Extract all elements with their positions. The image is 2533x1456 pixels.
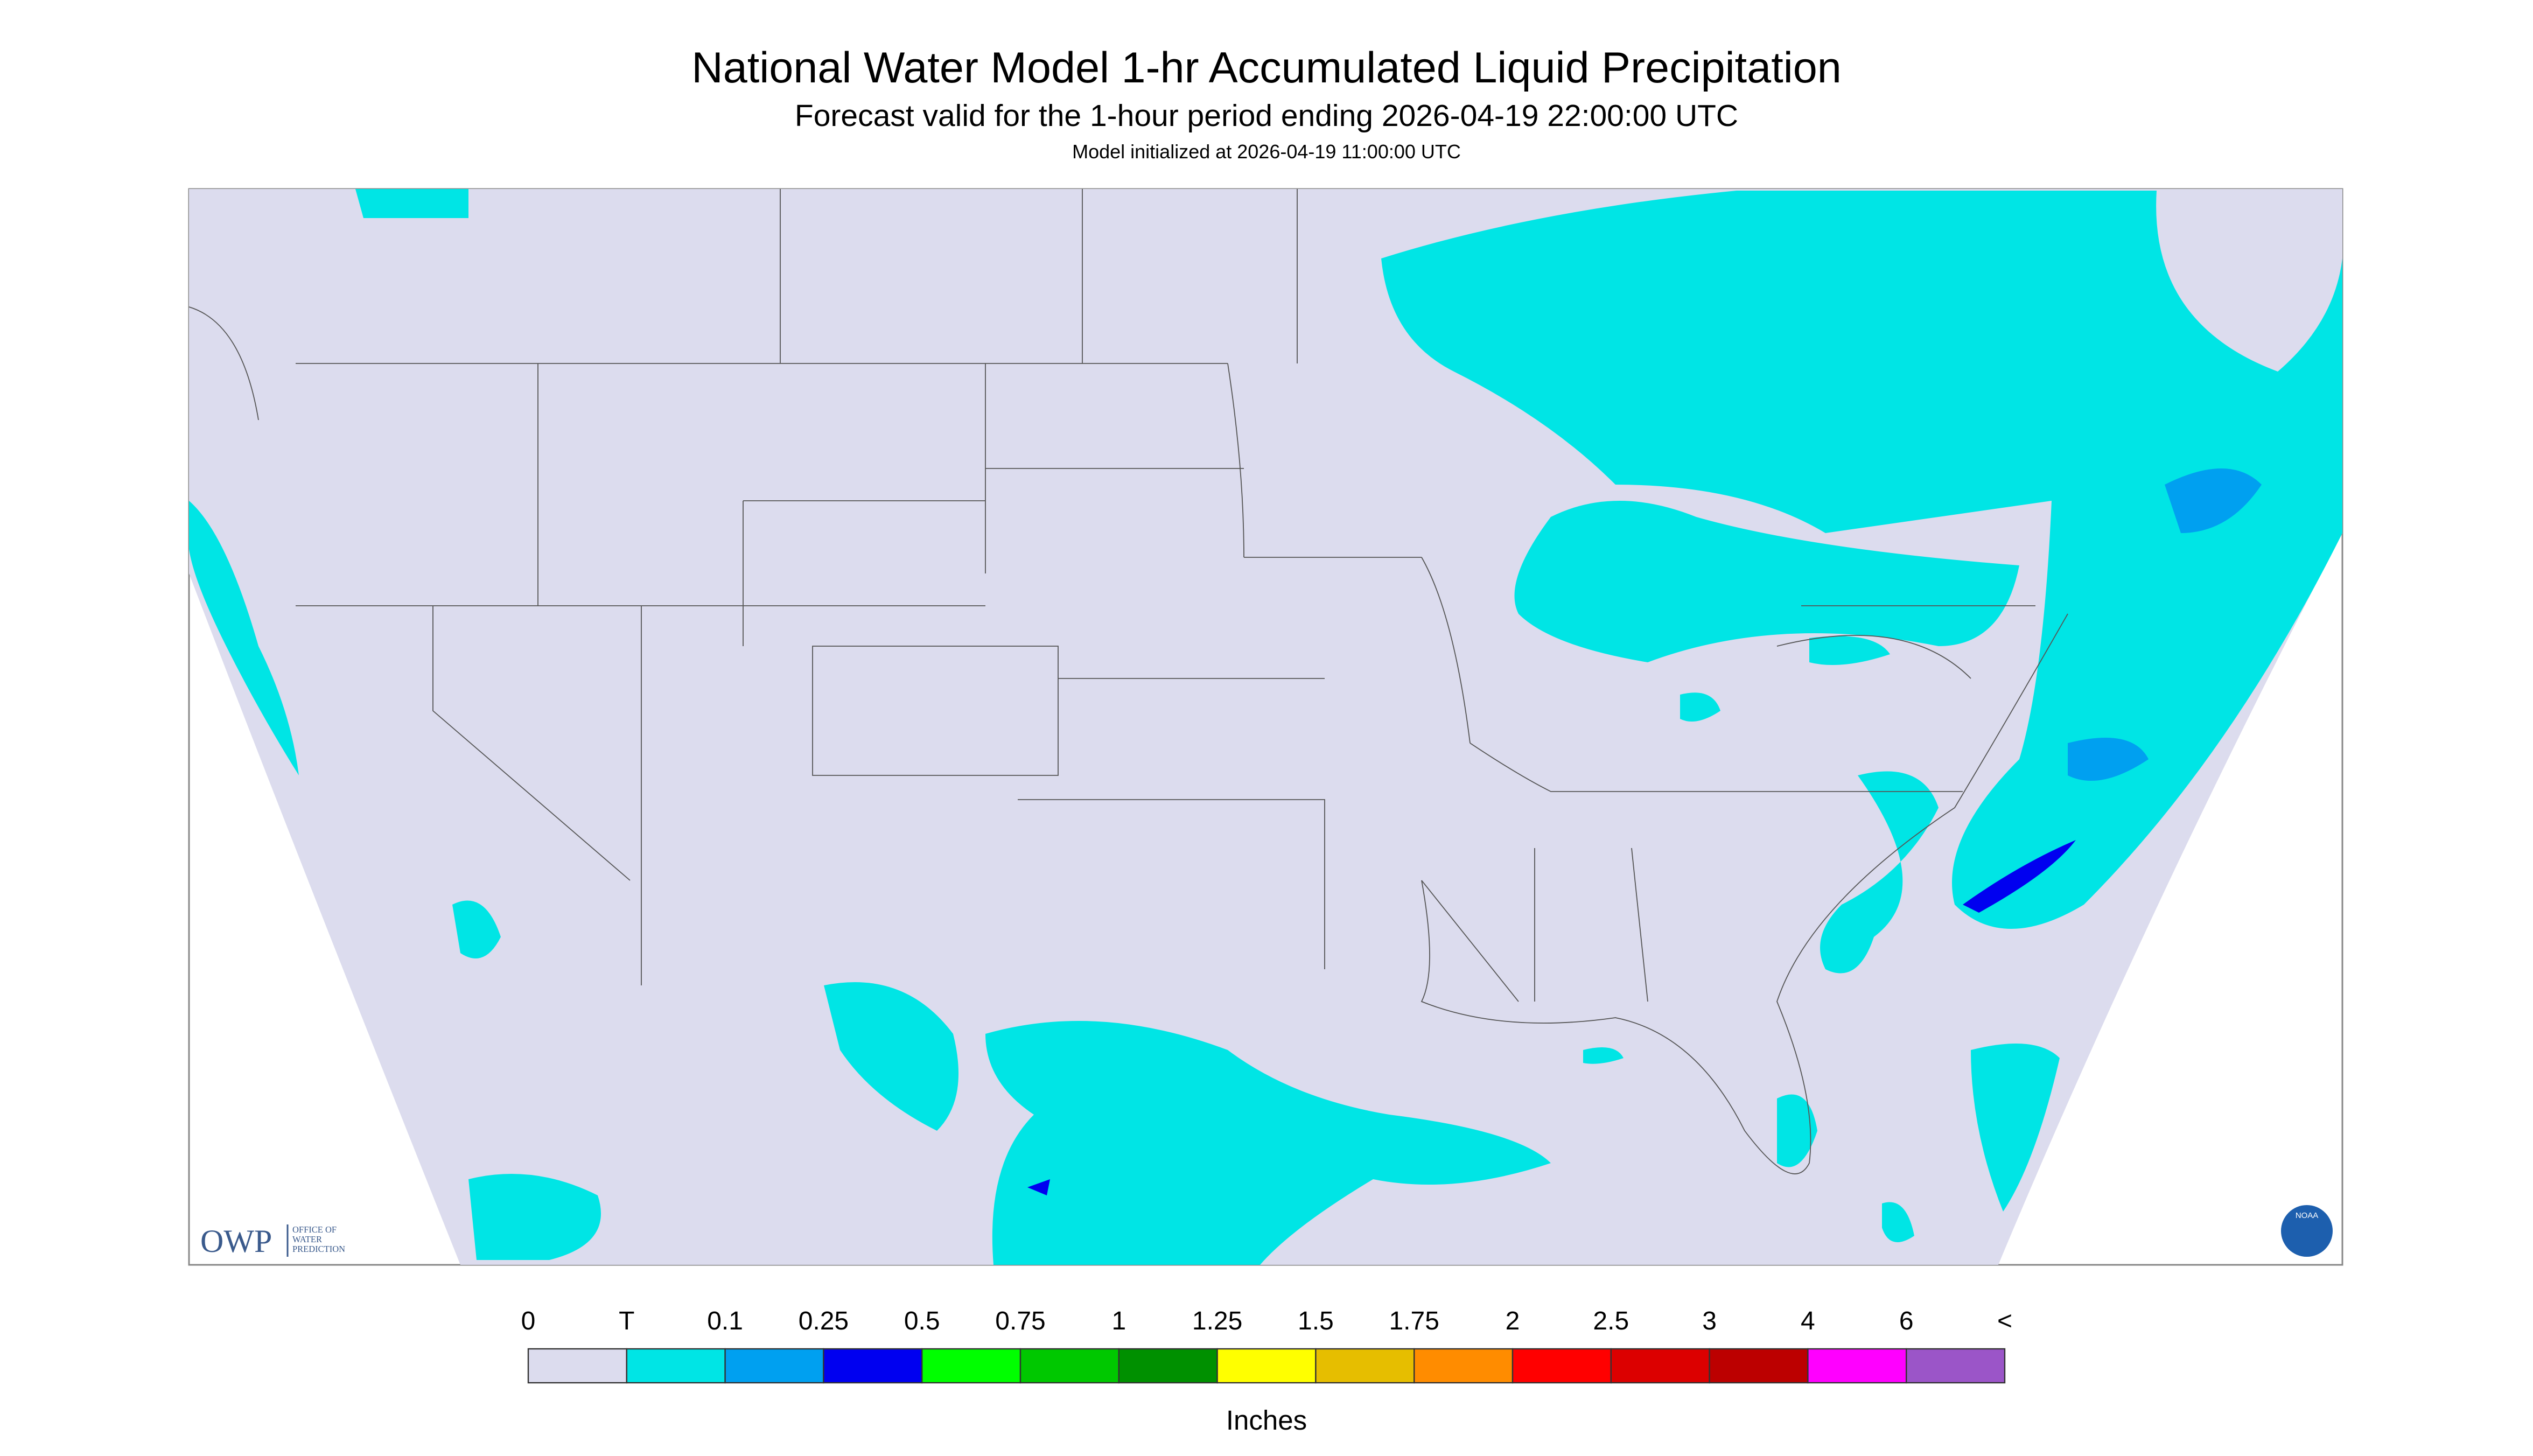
legend-swatch <box>1905 1348 2006 1384</box>
legend-label: 1.75 <box>1389 1307 1439 1335</box>
subtitle: Forecast valid for the 1-hour period end… <box>795 99 1738 133</box>
legend-label: 0.5 <box>904 1307 940 1335</box>
legend-swatch <box>724 1348 824 1384</box>
legend-swatch <box>921 1348 1021 1384</box>
legend-label: 0 <box>521 1307 536 1335</box>
legend-swatch <box>1315 1348 1415 1384</box>
title: National Water Model 1-hr Accumulated Li… <box>691 44 1842 92</box>
legend-swatch <box>1512 1348 1612 1384</box>
legend-label: 6 <box>1899 1307 1914 1335</box>
legend-label: 0.75 <box>995 1307 1045 1335</box>
legend-swatch <box>1019 1348 1120 1384</box>
legend-swatch <box>1709 1348 1809 1384</box>
legend-swatch <box>527 1348 628 1384</box>
precip-light <box>2068 468 2262 781</box>
legend-label: 4 <box>1801 1307 1815 1335</box>
legend-label: 1.25 <box>1192 1307 1242 1335</box>
legend-label: 1 <box>1111 1307 1126 1335</box>
init-time: Model initialized at 2026-04-19 11:00:00… <box>1072 141 1461 163</box>
legend-unit: Inches <box>1226 1405 1307 1436</box>
legend-swatch <box>1216 1348 1317 1384</box>
legend-swatch <box>1414 1348 1514 1384</box>
legend-label: 0.25 <box>799 1307 849 1335</box>
legend-swatch <box>1807 1348 1907 1384</box>
legend-label: 3 <box>1702 1307 1717 1335</box>
legend-label: < <box>1997 1307 2012 1335</box>
owp-name-line: WATER <box>292 1234 322 1244</box>
legend-label: T <box>619 1307 634 1335</box>
boundaries <box>188 189 2068 1174</box>
owp-name-line: PREDICTION <box>292 1244 345 1254</box>
owp-logo: OWP <box>200 1223 272 1259</box>
legend-label: 1.5 <box>1298 1307 1334 1335</box>
owp-name-line: OFFICE OF <box>292 1224 337 1235</box>
legend-label: 2 <box>1506 1307 1520 1335</box>
noaa-logo <box>2281 1205 2333 1257</box>
legend-label: 2.5 <box>1593 1307 1629 1335</box>
legend-swatch <box>626 1348 726 1384</box>
legend-swatch <box>1118 1348 1218 1384</box>
legend-swatch <box>1610 1348 1710 1384</box>
legend: 0 T 0.1 0.25 0.5 0.75 1 1.25 1.5 1.75 2 2.5 3 4 6 < <box>521 1307 2012 1384</box>
legend-swatch <box>823 1348 923 1384</box>
legend-label: 0.1 <box>707 1307 743 1335</box>
noaa-logo-text: NOAA <box>2296 1211 2319 1220</box>
precip-moderate <box>1027 840 2076 1196</box>
